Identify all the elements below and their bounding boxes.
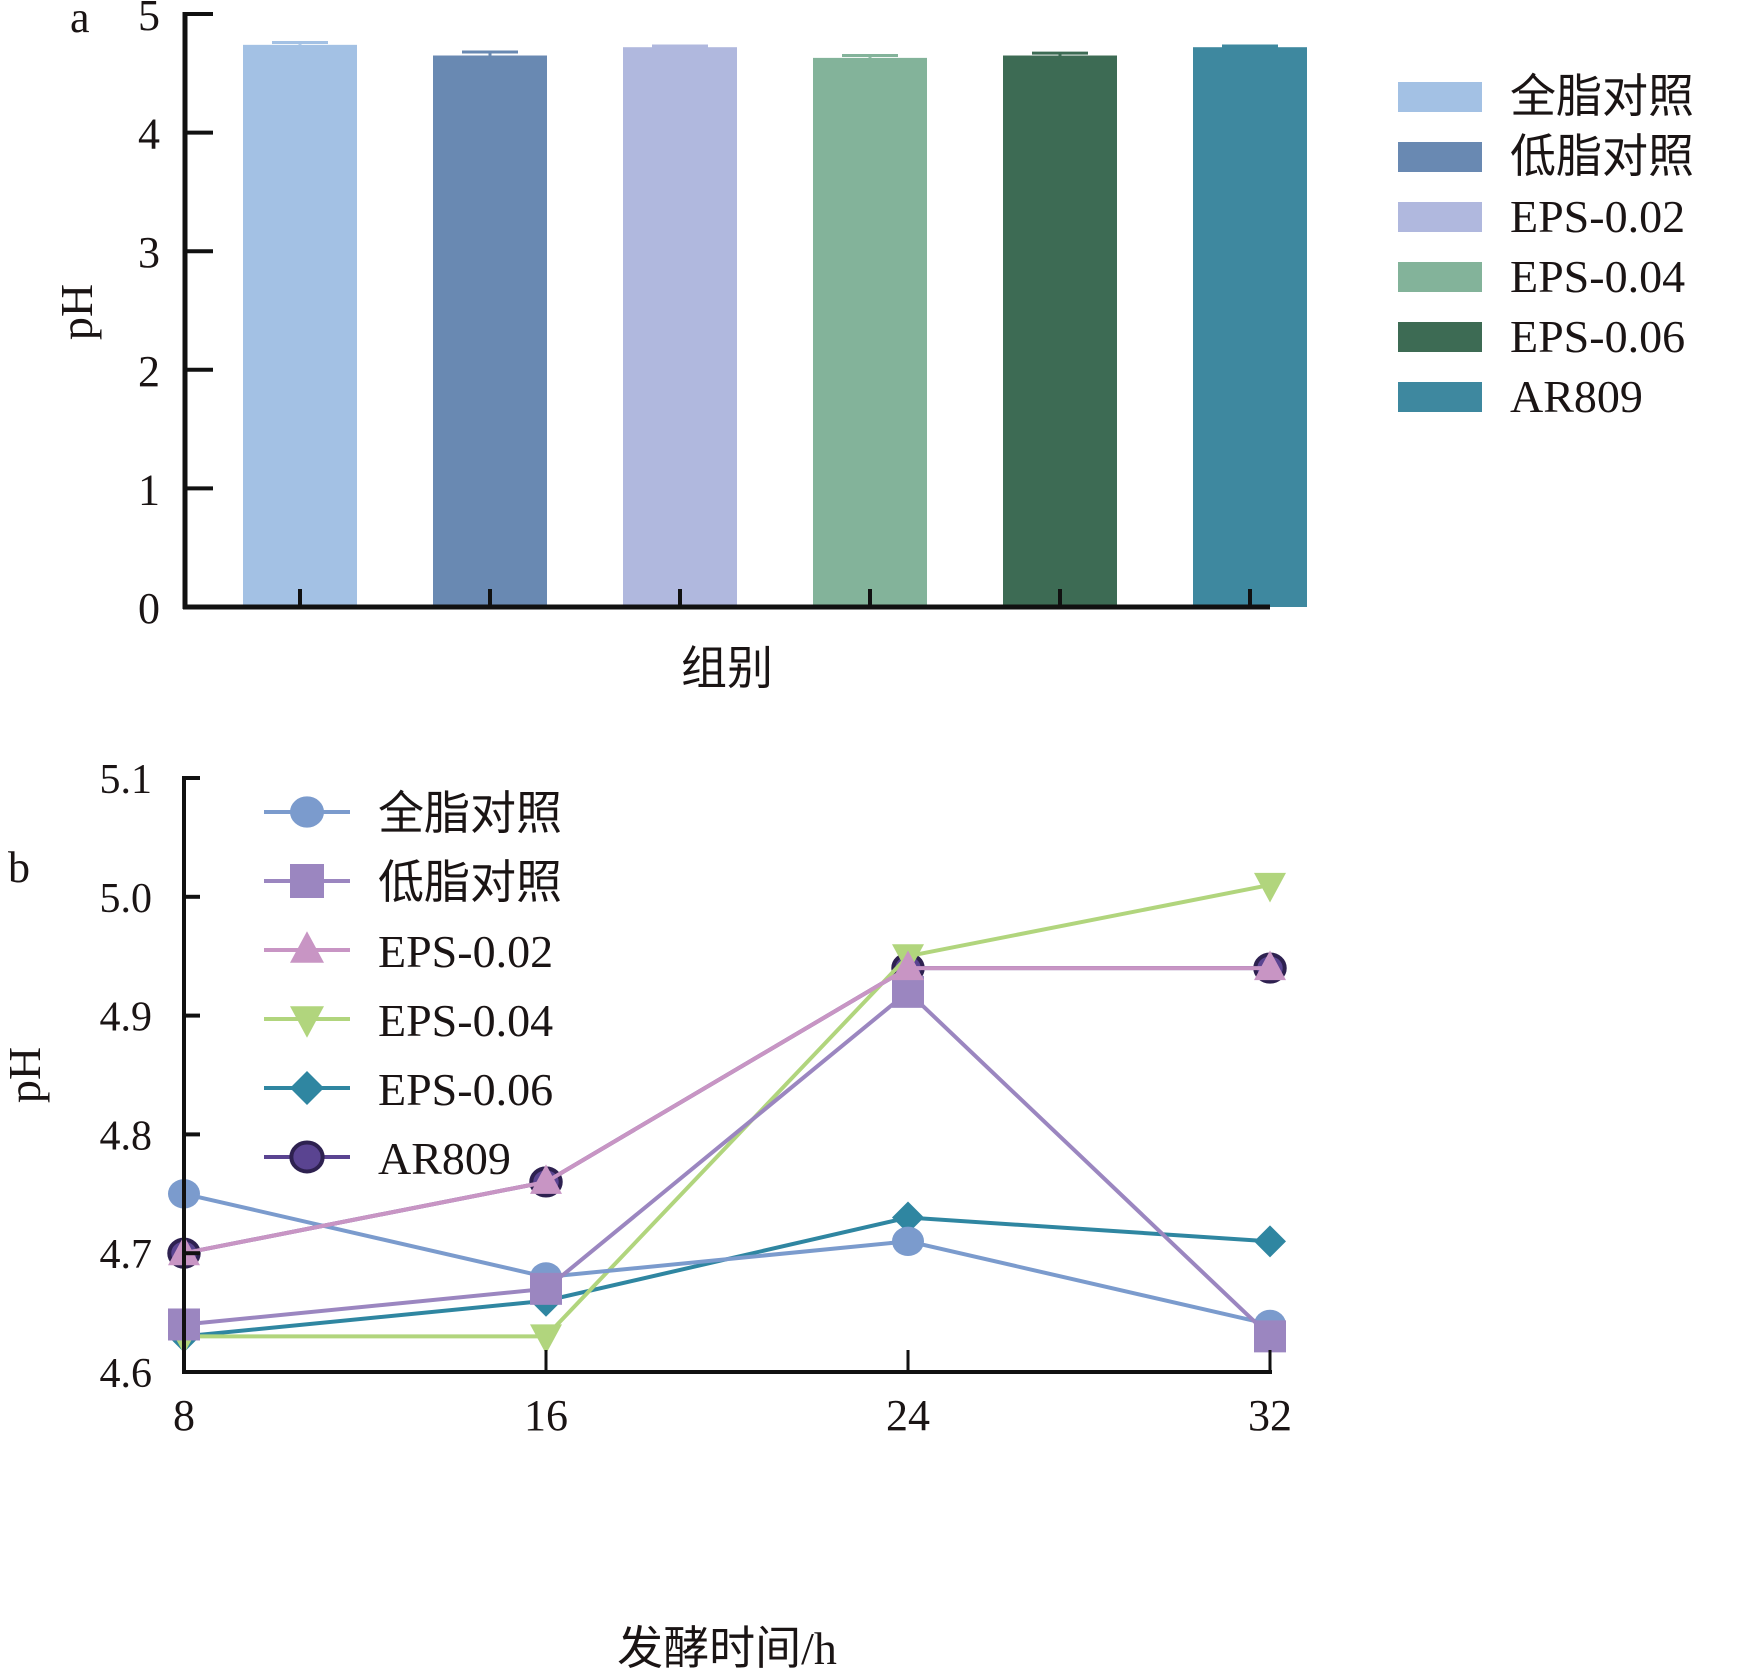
data-point-1-3 bbox=[892, 1226, 924, 1257]
y-axis-label-a: pH bbox=[51, 284, 102, 340]
series-3 bbox=[168, 950, 1286, 1266]
legend-item-2: 低脂对照 bbox=[264, 857, 562, 908]
series-2 bbox=[168, 975, 1286, 1353]
legend-swatch-4 bbox=[1398, 262, 1482, 292]
panel-label-b: b bbox=[8, 843, 30, 892]
y-tick-label: 5 bbox=[138, 0, 160, 40]
bar-5 bbox=[1003, 55, 1117, 607]
series-1 bbox=[168, 1179, 1286, 1340]
legend-swatch-3 bbox=[1398, 202, 1482, 232]
legend-label-4: EPS-0.04 bbox=[378, 995, 553, 1046]
bar-2 bbox=[433, 55, 547, 607]
y-tick-label: 5.0 bbox=[100, 876, 153, 922]
x-tick-label: 32 bbox=[1248, 1391, 1292, 1440]
legend-label-5: EPS-0.06 bbox=[1510, 311, 1685, 362]
series-line-3 bbox=[183, 966, 1270, 1256]
bar-4 bbox=[813, 57, 927, 607]
y-tick-label: 4.7 bbox=[100, 1232, 153, 1278]
panel-label-a: a bbox=[70, 0, 90, 42]
y-tick-label: 1 bbox=[138, 465, 160, 514]
legend-label-2: 低脂对照 bbox=[378, 857, 562, 908]
legend-item-1: 全脂对照 bbox=[264, 788, 562, 839]
legend-item-6: AR809 bbox=[264, 1133, 511, 1184]
series-6 bbox=[167, 952, 1287, 1269]
y-tick-label: 4.9 bbox=[100, 995, 153, 1041]
data-point-2-3 bbox=[892, 975, 924, 1008]
legend-label-3: EPS-0.02 bbox=[1510, 191, 1685, 242]
y-tick-label: 2 bbox=[138, 347, 160, 396]
data-point-2-4 bbox=[1254, 1320, 1286, 1353]
y-tick-label: 5.1 bbox=[100, 757, 153, 803]
bar-1 bbox=[243, 44, 357, 607]
x-tick-label: 16 bbox=[524, 1391, 568, 1440]
legend-label-2: 低脂对照 bbox=[1510, 131, 1694, 182]
y-tick-label: 0 bbox=[138, 584, 160, 633]
legend-label-1: 全脂对照 bbox=[378, 788, 562, 839]
data-point-5-4 bbox=[1254, 1225, 1286, 1258]
series-line-1 bbox=[183, 1191, 1271, 1327]
data-point-5-3 bbox=[892, 1201, 924, 1234]
x-tick-label: 8 bbox=[173, 1391, 195, 1440]
legend-swatch-2 bbox=[1398, 142, 1482, 172]
line-chart-panel-b: b 4.6 4.7 4.8 4.9 5.0 5.1 8 16 24 32 pH 发酵时间/h 全脂… bbox=[0, 757, 1292, 1674]
y-tick-label: 4.8 bbox=[100, 1113, 153, 1159]
legend-swatch-5 bbox=[1398, 322, 1482, 352]
series-line-5 bbox=[183, 1215, 1271, 1339]
y-tick-label: 4.6 bbox=[100, 1351, 153, 1397]
bar-3 bbox=[623, 47, 737, 607]
legend-label-1: 全脂对照 bbox=[1510, 71, 1694, 122]
legend-item-4: EPS-0.04 bbox=[264, 995, 553, 1046]
x-axis-label-b: 发酵时间/h bbox=[617, 1623, 837, 1674]
bars-group bbox=[243, 40, 1307, 607]
x-tick-label: 24 bbox=[886, 1391, 930, 1440]
y-tick-label: 3 bbox=[138, 228, 160, 277]
legend-marker-5 bbox=[290, 1071, 324, 1105]
legend-marker-1 bbox=[290, 796, 324, 828]
legend-label-4: EPS-0.04 bbox=[1510, 251, 1685, 302]
legend-label-6: AR809 bbox=[378, 1133, 511, 1184]
legend-marker-2 bbox=[290, 864, 324, 898]
legend-item-5: EPS-0.06 bbox=[264, 1064, 553, 1115]
data-point-4-2 bbox=[530, 1324, 562, 1354]
series-line-2 bbox=[183, 989, 1272, 1338]
legend-marker-3 bbox=[290, 931, 324, 963]
data-point-4-4 bbox=[1254, 872, 1286, 903]
data-point-3-3 bbox=[892, 950, 924, 981]
series-line-6 bbox=[183, 966, 1270, 1256]
series-4 bbox=[168, 872, 1286, 1354]
data-point-3-2 bbox=[530, 1164, 562, 1194]
legend-label-5: EPS-0.06 bbox=[378, 1064, 553, 1115]
x-axis-label-a: 组别 bbox=[681, 643, 773, 694]
data-point-3-4 bbox=[1254, 950, 1286, 981]
data-point-2-2 bbox=[530, 1272, 562, 1305]
legend-swatch-6 bbox=[1398, 382, 1482, 412]
lines-group bbox=[167, 872, 1287, 1354]
y-tick-label: 4 bbox=[138, 110, 160, 159]
legend-item-3: EPS-0.02 bbox=[264, 926, 553, 977]
series-line-4 bbox=[184, 882, 1271, 1339]
legend-label-3: EPS-0.02 bbox=[378, 926, 553, 977]
axes-a: 0 1 2 3 4 5 bbox=[138, 0, 1270, 633]
legend-marker-6 bbox=[289, 1140, 325, 1174]
y-axis-label-b: pH bbox=[0, 1047, 50, 1103]
bar-6 bbox=[1193, 47, 1307, 607]
axes-b: 4.6 4.7 4.8 4.9 5.0 5.1 8 16 24 32 bbox=[100, 757, 1293, 1440]
legend-swatch-1 bbox=[1398, 82, 1482, 112]
legend-label-6: AR809 bbox=[1510, 371, 1643, 422]
legend-marker-4 bbox=[290, 1006, 324, 1038]
